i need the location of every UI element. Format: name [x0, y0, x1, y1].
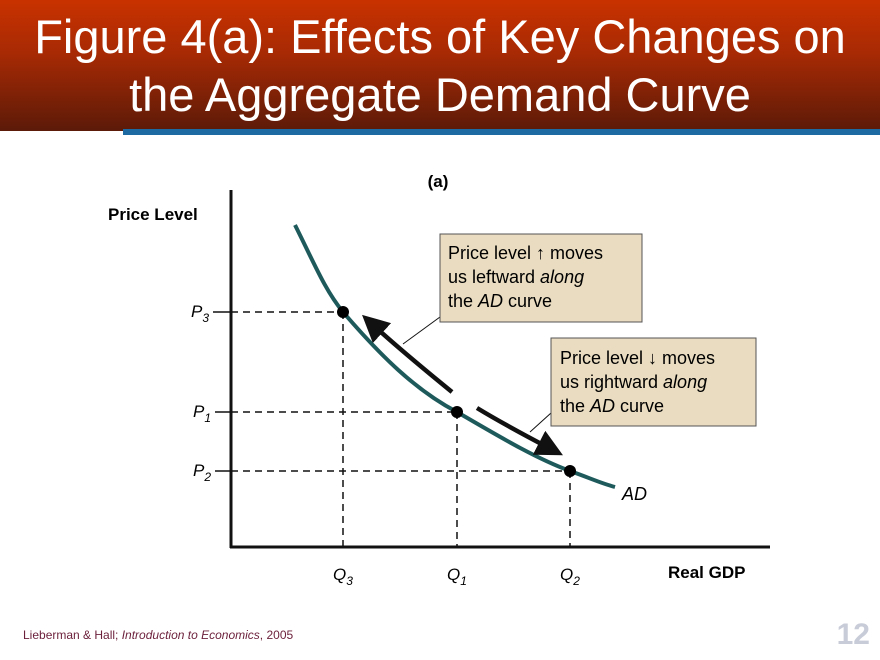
ad-curve-label: AD [621, 484, 647, 504]
callout-up-line1: Price level ↑ moves [448, 243, 603, 263]
citation-book: Introduction to Economics [121, 628, 260, 642]
accent-bar [123, 129, 880, 135]
page-number: 12 [836, 618, 870, 651]
callout-down-leader [529, 412, 552, 433]
callout-down-line2: us rightward along [560, 372, 707, 392]
callout-price-down: Price level ↓ moves us rightward along t… [550, 337, 757, 427]
y-tick-labels: P3 P1 P2 [191, 302, 211, 484]
x-tick-q1: Q1 [447, 565, 467, 588]
y-axis-label: Price Level [108, 205, 198, 224]
callout-down-line3: the AD curve [560, 396, 664, 416]
point-p3-q3 [337, 306, 349, 318]
x-axis-label: Real GDP [668, 563, 745, 582]
callout-price-up: Price level ↑ moves us leftward along th… [439, 233, 643, 323]
title-line-2: the Aggregate Demand Curve [129, 68, 751, 121]
source-citation: Lieberman & Hall; Introduction to Econom… [23, 628, 293, 642]
x-tick-q2: Q2 [560, 565, 580, 588]
leftward-arrow [362, 314, 454, 394]
point-p2-q2 [564, 465, 576, 477]
point-p1-q1 [451, 406, 463, 418]
callout-down-line1: Price level ↓ moves [560, 348, 715, 368]
rightward-arrow [475, 406, 563, 456]
x-tick-q3: Q3 [333, 565, 353, 588]
y-tick-p2: P2 [193, 461, 211, 484]
guide-lines [231, 311, 571, 547]
slide-title: Figure 4(a): Effects of Key Changes on t… [0, 8, 880, 124]
x-tick-labels: Q3 Q1 Q2 [333, 565, 580, 588]
citation-authors: Lieberman & Hall; [23, 628, 122, 642]
title-line-1: Figure 4(a): Effects of Key Changes on [34, 10, 846, 63]
callout-up-line2: us leftward along [448, 267, 584, 287]
callout-up-leader [402, 316, 441, 345]
citation-year: , 2005 [259, 628, 294, 642]
y-tick-p3: P3 [191, 302, 209, 325]
panel-label: (a) [428, 172, 449, 191]
y-tick-p1: P1 [193, 402, 211, 425]
callout-up-line3: the AD curve [448, 291, 552, 311]
slide-header: Figure 4(a): Effects of Key Changes on t… [0, 0, 880, 131]
y-tick-marks [213, 311, 231, 472]
